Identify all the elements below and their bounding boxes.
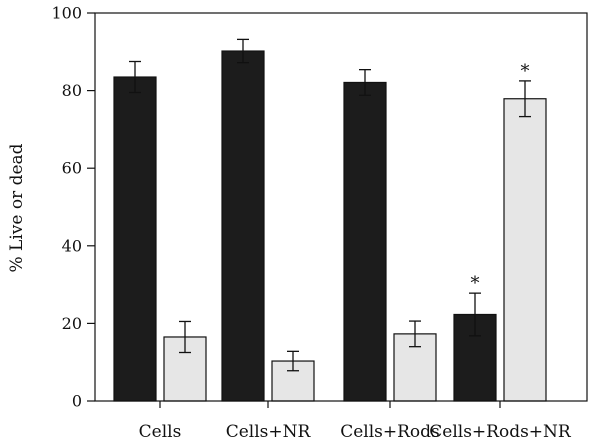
bar <box>113 76 157 402</box>
category-label: Cells+Rods <box>340 422 440 442</box>
category-label: Cells <box>139 422 182 442</box>
bar <box>221 50 265 402</box>
ticks-layer: 0 20 40 60 80 100 <box>51 4 95 411</box>
significance-mark: * <box>471 273 480 294</box>
y-axis-title: % Live or dead <box>7 143 27 272</box>
y-tick-label: 100 <box>51 4 82 23</box>
y-tick-label: 80 <box>62 81 82 100</box>
bars-layer: ** <box>113 38 547 402</box>
y-tick-label: 60 <box>62 159 82 178</box>
y-tick-label: 20 <box>62 314 82 333</box>
y-tick-label: 0 <box>72 392 82 411</box>
plot-frame <box>94 12 588 402</box>
category-label: Cells+NR <box>226 422 312 442</box>
bar <box>343 81 387 402</box>
significance-mark: * <box>521 61 530 82</box>
bar <box>503 98 547 402</box>
category-label: Cells+Rods+NR <box>429 422 572 442</box>
y-tick-label: 40 <box>62 236 82 255</box>
